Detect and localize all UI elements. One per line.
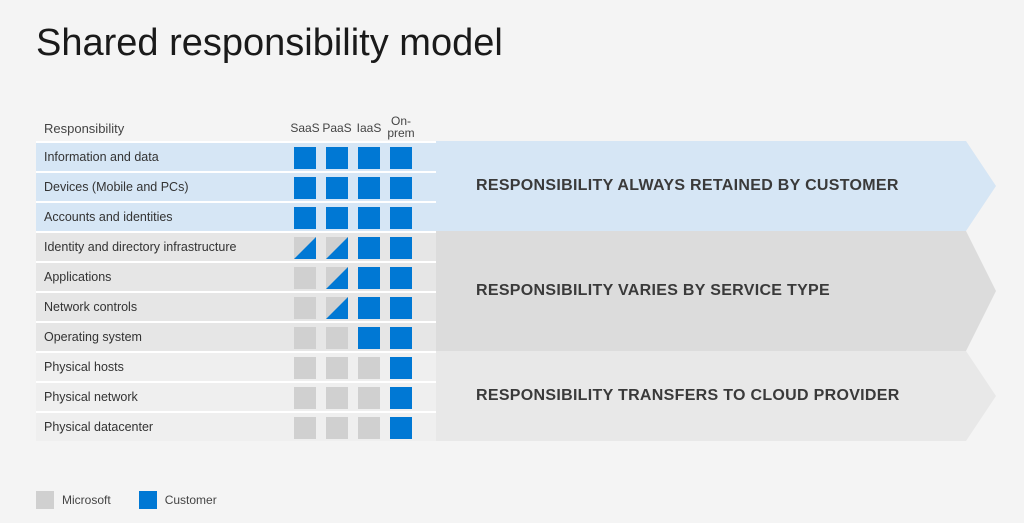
row-label: Information and data — [44, 150, 159, 164]
table-row: Physical hosts — [36, 351, 436, 381]
col-header-saas: SaaS — [290, 121, 320, 135]
band-arrowhead — [966, 141, 996, 231]
band-label: RESPONSIBILITY ALWAYS RETAINED BY CUSTOM… — [476, 177, 899, 195]
band-arrowhead — [966, 231, 996, 351]
cell — [294, 297, 316, 319]
row-label: Applications — [44, 270, 111, 284]
cell — [326, 297, 348, 319]
cell — [326, 177, 348, 199]
cell — [326, 147, 348, 169]
cell — [358, 327, 380, 349]
cell — [294, 327, 316, 349]
cell — [390, 147, 412, 169]
cell — [390, 237, 412, 259]
cell — [326, 237, 348, 259]
table-row: Physical network — [36, 381, 436, 411]
col-header-onprem: On-prem — [386, 115, 416, 139]
cell — [326, 207, 348, 229]
table-row: Applications — [36, 261, 436, 291]
cell — [390, 267, 412, 289]
cell — [390, 417, 412, 439]
band-label: RESPONSIBILITY TRANSFERS TO CLOUD PROVID… — [476, 387, 900, 405]
table-row: Devices (Mobile and PCs) — [36, 171, 436, 201]
legend-swatch — [36, 491, 54, 509]
cell — [390, 387, 412, 409]
row-label: Devices (Mobile and PCs) — [44, 180, 189, 194]
row-label: Operating system — [44, 330, 142, 344]
table-row: Information and data — [36, 141, 436, 171]
cell — [390, 207, 412, 229]
cell — [294, 267, 316, 289]
cell — [390, 327, 412, 349]
band-arrowhead — [966, 351, 996, 441]
row-label: Physical hosts — [44, 360, 124, 374]
cell — [358, 237, 380, 259]
legend: Microsoft Customer — [36, 491, 245, 509]
cell — [390, 357, 412, 379]
table-row: Physical datacenter — [36, 411, 436, 441]
cell — [326, 387, 348, 409]
band-label: RESPONSIBILITY VARIES BY SERVICE TYPE — [476, 282, 830, 300]
col-header-iaas: IaaS — [354, 121, 384, 135]
row-label: Network controls — [44, 300, 137, 314]
row-label: Physical datacenter — [44, 420, 153, 434]
cell — [358, 357, 380, 379]
cell — [358, 207, 380, 229]
cell — [294, 177, 316, 199]
cell — [358, 297, 380, 319]
page-title: Shared responsibility model — [36, 22, 503, 65]
legend-item: Customer — [139, 491, 217, 509]
table-row: Identity and directory infrastructure — [36, 231, 436, 261]
cell — [390, 297, 412, 319]
cell — [358, 267, 380, 289]
cell — [358, 417, 380, 439]
cell — [294, 207, 316, 229]
cell — [326, 357, 348, 379]
cell — [358, 387, 380, 409]
cell — [294, 237, 316, 259]
cell — [294, 147, 316, 169]
col-header-paas: PaaS — [322, 121, 352, 135]
col-header-responsibility: Responsibility — [44, 121, 124, 136]
cell — [326, 267, 348, 289]
legend-label: Customer — [165, 493, 217, 507]
table-row: Network controls — [36, 291, 436, 321]
legend-swatch — [139, 491, 157, 509]
cell — [326, 417, 348, 439]
cell — [294, 357, 316, 379]
cell — [358, 147, 380, 169]
row-label: Physical network — [44, 390, 138, 404]
cell — [358, 177, 380, 199]
row-label: Accounts and identities — [44, 210, 173, 224]
legend-item: Microsoft — [36, 491, 111, 509]
cell — [294, 387, 316, 409]
cell — [326, 327, 348, 349]
table-row: Accounts and identities — [36, 201, 436, 231]
legend-label: Microsoft — [62, 493, 111, 507]
cell — [390, 177, 412, 199]
table-row: Operating system — [36, 321, 436, 351]
row-label: Identity and directory infrastructure — [44, 240, 236, 254]
cell — [294, 417, 316, 439]
